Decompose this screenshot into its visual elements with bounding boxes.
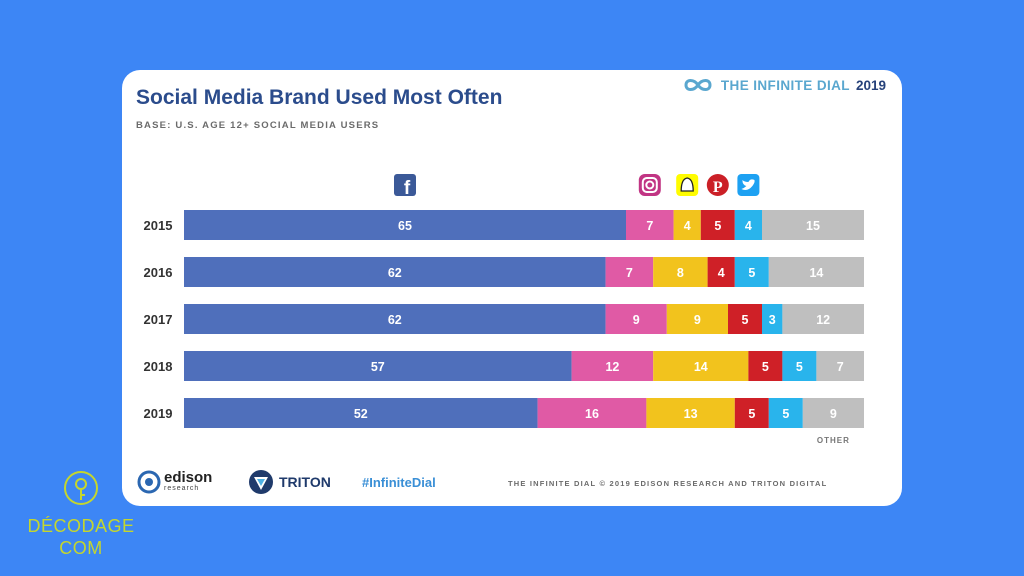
bar-segment-other bbox=[802, 398, 864, 428]
year-label: 2015 bbox=[144, 218, 173, 233]
bar-value-label: 9 bbox=[694, 313, 701, 327]
bar-segment-pinterest bbox=[700, 210, 735, 240]
bar-value-label: 9 bbox=[830, 407, 837, 421]
bar-segment-instagram bbox=[626, 210, 674, 240]
svg-text:P: P bbox=[713, 179, 723, 196]
bar-segment-instagram bbox=[605, 304, 667, 334]
brand-year: 2019 bbox=[855, 77, 886, 93]
bar-segment-other bbox=[768, 257, 864, 287]
edison-name: edison bbox=[164, 469, 213, 486]
chart-card: Social Media Brand Used Most Often BASE:… bbox=[122, 70, 902, 506]
bar-value-label: 62 bbox=[388, 313, 402, 327]
year-label: 2017 bbox=[144, 312, 173, 327]
bar-value-label: 57 bbox=[371, 360, 385, 374]
bar-value-label: 14 bbox=[694, 360, 708, 374]
decodage-logo: DÉCODAGE COM bbox=[22, 468, 140, 564]
edison-sub: research bbox=[164, 485, 200, 492]
chart-svg: 2015 65 7 4 5 4 15 2016 62 7 8 4 5 14 2017 62 9 9 5 3 12 2018… bbox=[144, 174, 864, 445]
triton-name: TRITON bbox=[279, 474, 331, 490]
bar-value-label: 5 bbox=[796, 360, 803, 374]
bar-segment-instagram bbox=[537, 398, 647, 428]
svg-text:f: f bbox=[404, 178, 411, 199]
logo-line-2: COM bbox=[59, 538, 103, 558]
bar-value-label: 5 bbox=[762, 360, 769, 374]
bar-segment-facebook bbox=[184, 210, 626, 240]
bar-value-label: 9 bbox=[633, 313, 640, 327]
twitter-icon bbox=[737, 174, 760, 196]
brand-text: THE INFINITE DIAL bbox=[720, 77, 850, 93]
triton-logo-icon bbox=[249, 470, 273, 494]
bar-value-label: 7 bbox=[646, 219, 653, 233]
bar-value-label: 8 bbox=[677, 266, 684, 280]
bar-segment-twitter bbox=[768, 398, 803, 428]
bar-value-label: 62 bbox=[388, 266, 402, 280]
edison-logo-icon bbox=[137, 470, 161, 494]
bar-segment-instagram bbox=[571, 351, 654, 381]
bar-value-label: 5 bbox=[748, 407, 755, 421]
bar-value-label: 65 bbox=[398, 219, 412, 233]
logo-line-1: DÉCODAGE bbox=[27, 516, 135, 536]
chart-subtitle: BASE: U.S. AGE 12+ SOCIAL MEDIA USERS bbox=[136, 120, 380, 131]
stacked-bar-chart: 2015 65 7 4 5 4 15 2016 62 7 8 4 5 14 2017 62 9 9 5 3 12 2018… bbox=[122, 160, 902, 450]
bar-segment-snapchat bbox=[646, 398, 735, 428]
instagram-icon bbox=[638, 174, 661, 196]
bar-segment-snapchat bbox=[653, 351, 749, 381]
legend-other-label: OTHER bbox=[817, 436, 850, 445]
infinity-icon bbox=[684, 79, 712, 91]
edison-logo: edison research bbox=[136, 468, 212, 496]
bar-value-label: 12 bbox=[816, 313, 830, 327]
bar-segment-pinterest bbox=[728, 304, 762, 334]
year-label: 2016 bbox=[144, 265, 173, 280]
bar-segment-pinterest bbox=[707, 257, 735, 287]
infinite-dial-brand: THE INFINITE DIAL 2019 bbox=[681, 74, 886, 96]
facebook-icon: f bbox=[394, 174, 416, 199]
bar-segment-facebook bbox=[184, 257, 606, 287]
hashtag: #InfiniteDial bbox=[362, 475, 436, 490]
bar-value-label: 16 bbox=[585, 407, 599, 421]
bar-value-label: 15 bbox=[806, 219, 820, 233]
year-label: 2019 bbox=[144, 406, 173, 421]
bar-value-label: 5 bbox=[782, 407, 789, 421]
bar-value-label: 12 bbox=[605, 360, 619, 374]
snapchat-icon bbox=[676, 174, 699, 196]
bar-value-label: 3 bbox=[769, 313, 776, 327]
bar-segment-other bbox=[782, 304, 864, 334]
bar-value-label: 7 bbox=[837, 360, 844, 374]
bar-value-label: 5 bbox=[714, 219, 721, 233]
year-label: 2018 bbox=[144, 359, 173, 374]
bar-value-label: 5 bbox=[748, 266, 755, 280]
bar-segment-pinterest bbox=[734, 398, 769, 428]
pinterest-icon: P bbox=[706, 174, 729, 196]
bar-segment-other bbox=[816, 351, 864, 381]
bar-value-label: 5 bbox=[742, 313, 749, 327]
triton-logo: TRITON bbox=[248, 468, 331, 496]
bar-segment-twitter bbox=[762, 304, 783, 334]
bar-value-label: 52 bbox=[354, 407, 368, 421]
chart-title: Social Media Brand Used Most Often bbox=[136, 86, 503, 109]
footer: edison research TRITON #InfiniteDial THE… bbox=[122, 462, 902, 502]
bar-segment-twitter bbox=[782, 351, 817, 381]
bar-segment-instagram bbox=[605, 257, 654, 287]
bar-segment-snapchat bbox=[653, 257, 708, 287]
bar-segment-facebook bbox=[184, 304, 606, 334]
bar-value-label: 4 bbox=[684, 219, 691, 233]
key-icon bbox=[64, 471, 98, 505]
bar-segment-facebook bbox=[184, 398, 538, 428]
bar-value-label: 4 bbox=[718, 266, 725, 280]
bar-segment-facebook bbox=[184, 351, 572, 381]
bar-segment-snapchat bbox=[673, 210, 701, 240]
bar-segment-snapchat bbox=[666, 304, 728, 334]
bar-segment-pinterest bbox=[748, 351, 783, 381]
bar-value-label: 7 bbox=[626, 266, 633, 280]
bar-segment-twitter bbox=[734, 257, 769, 287]
bar-value-label: 4 bbox=[745, 219, 752, 233]
copyright-credit: THE INFINITE DIAL © 2019 EDISON RESEARCH… bbox=[508, 479, 828, 488]
bar-segment-other bbox=[762, 210, 864, 240]
bar-value-label: 14 bbox=[809, 266, 823, 280]
bar-segment-twitter bbox=[734, 210, 762, 240]
bar-value-label: 13 bbox=[684, 407, 698, 421]
